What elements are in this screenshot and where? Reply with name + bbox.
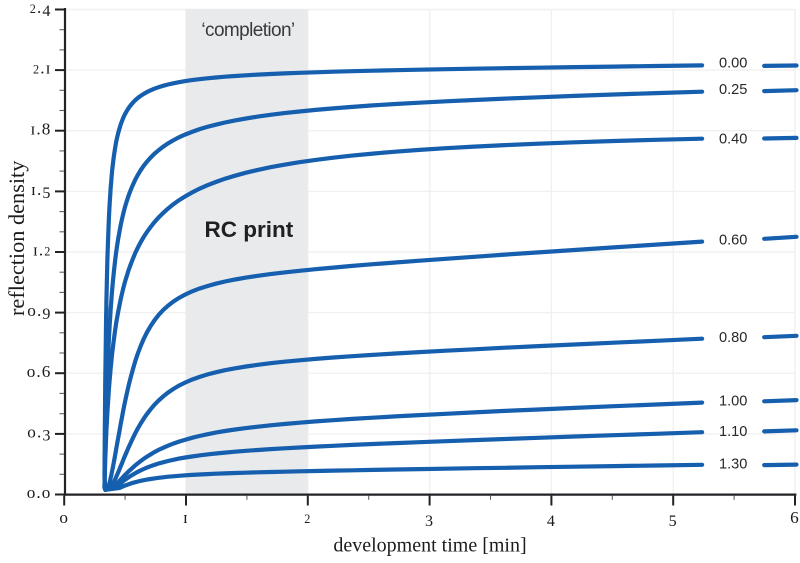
svg-text:reflection density: reflection density [4, 160, 29, 316]
svg-text:1.10: 1.10 [719, 424, 747, 440]
svg-text:development time [min]: development time [min] [333, 535, 526, 557]
svg-text:0.00: 0.00 [719, 55, 747, 71]
svg-text:RC print: RC print [205, 217, 294, 242]
svg-text:0.40: 0.40 [719, 132, 747, 148]
svg-text:0.80: 0.80 [719, 330, 747, 346]
svg-text:o: o [59, 508, 69, 527]
svg-text:4​: 4​ [547, 513, 556, 530]
svg-text:6: 6 [790, 508, 800, 527]
svg-text:0.25: 0.25 [719, 82, 747, 98]
svg-text:o.o: o.o [27, 483, 52, 502]
svg-text:1.00: 1.00 [719, 394, 747, 410]
svg-text:ɪ.8: ɪ.8 [31, 119, 52, 138]
svg-text:0.60: 0.60 [719, 233, 747, 249]
svg-text:2: 2 [304, 512, 311, 526]
svg-text:o.6: o.6 [27, 362, 52, 381]
svg-text:5​: 5​ [669, 513, 678, 530]
svg-text:ɪ: ɪ [183, 508, 189, 527]
svg-text:3​: 3​ [425, 513, 434, 530]
svg-text:1.30: 1.30 [719, 456, 747, 472]
svg-text:‘completion’: ‘completion’ [201, 20, 295, 41]
